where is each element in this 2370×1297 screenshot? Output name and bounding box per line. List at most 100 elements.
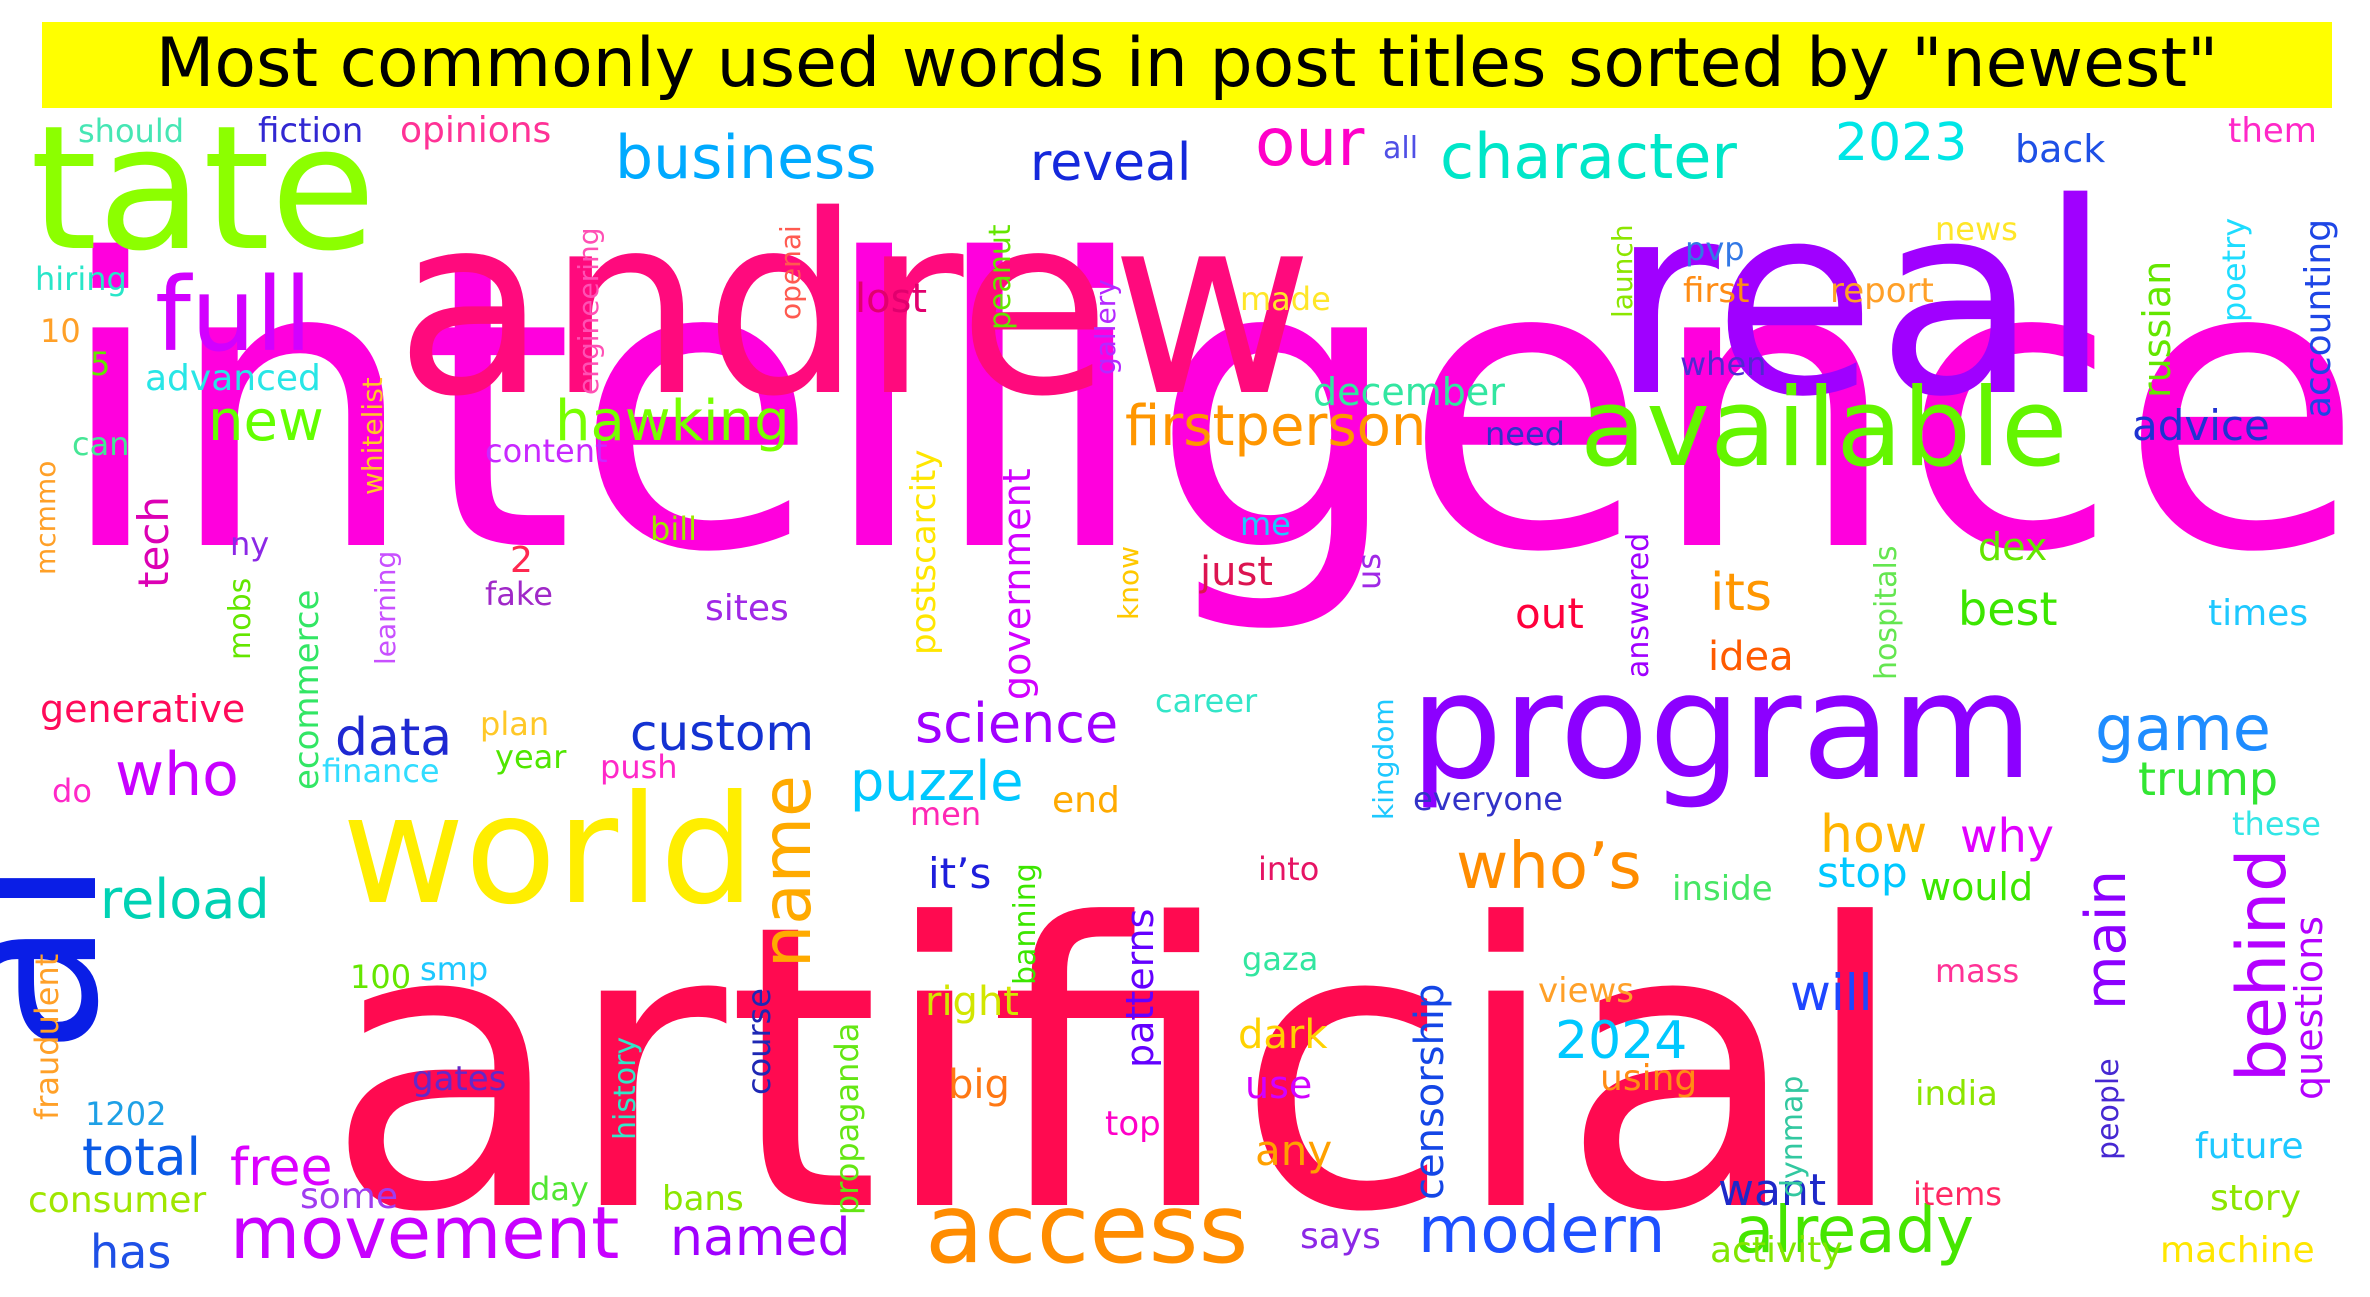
word-dark: dark	[1238, 1012, 1328, 1058]
word-advanced: advanced	[145, 358, 321, 399]
word-smp: smp	[420, 950, 488, 988]
word-will: will	[1790, 964, 1873, 1022]
word-made: made	[1240, 280, 1331, 318]
word-total: total	[82, 1128, 201, 1188]
word-it-s: it’s	[928, 849, 991, 898]
word-into: into	[1258, 850, 1319, 888]
word-end: end	[1052, 780, 1120, 821]
word-big: big	[948, 1062, 1010, 1108]
word-patterns: patterns	[1118, 909, 1162, 1068]
word-times: times	[2208, 593, 2308, 634]
word-these: these	[2232, 805, 2321, 843]
word-trump: trump	[2138, 752, 2278, 806]
word-career: career	[1155, 682, 1258, 720]
word-mass: mass	[1935, 952, 2019, 990]
word-out: out	[1515, 589, 1584, 638]
word-questions: questions	[2287, 916, 2331, 1100]
word-course: course	[740, 988, 778, 1095]
word-engineering: engineering	[572, 227, 605, 395]
word-science: science	[915, 692, 1118, 755]
word-access: access	[925, 1173, 1248, 1285]
word-news: news	[1935, 210, 2018, 248]
word-movement: movement	[230, 1191, 619, 1275]
word-generative: generative	[40, 687, 245, 731]
word-day: day	[530, 1170, 589, 1208]
word-why: why	[1960, 809, 2054, 863]
word-right: right	[925, 979, 1019, 1025]
word-who-s: who’s	[1456, 830, 1642, 904]
word-using: using	[1600, 1058, 1697, 1099]
word-just: just	[1199, 549, 1273, 595]
word-should: should	[78, 112, 184, 150]
word-peanut: peanut	[983, 224, 1018, 330]
word-custom: custom	[630, 704, 814, 762]
word-name: name	[748, 775, 827, 968]
word-whitelist: whitelist	[356, 377, 389, 495]
word-advice: advice	[2132, 401, 2270, 450]
word-all: all	[1383, 131, 1418, 166]
word-firstperson: firstperson	[1125, 394, 1426, 459]
word-future: future	[2195, 1126, 2304, 1167]
word-gallery: gallery	[1089, 279, 1122, 375]
word-learning: learning	[369, 551, 402, 665]
word-censorship: censorship	[1407, 984, 1453, 1200]
word-reveal: reveal	[1030, 133, 1191, 193]
word-tate: tate	[30, 88, 376, 289]
word-fiction: fiction	[258, 111, 363, 151]
word-know: know	[1112, 546, 1145, 620]
word-finance: finance	[322, 752, 440, 790]
words-layer: intelligence artificial andrew real ai tate wo…	[0, 88, 2364, 1297]
word-who: who	[115, 740, 239, 810]
word-free: free	[230, 1138, 333, 1198]
word-any: any	[1255, 1126, 1332, 1175]
word-do: do	[52, 772, 92, 810]
word-character: character	[1440, 120, 1737, 193]
word-fake: fake	[485, 575, 553, 613]
word-activity: activity	[1710, 1230, 1843, 1271]
word-program: program	[1410, 642, 2033, 812]
word-has: has	[90, 1225, 171, 1279]
word-real: real	[1610, 147, 2112, 455]
word-first: first	[1683, 271, 1749, 311]
word-gates: gates	[412, 1059, 506, 1099]
word-top: top	[1105, 1104, 1161, 1144]
word-its: its	[1710, 563, 1772, 623]
word-postscarcity: postscarcity	[904, 450, 944, 656]
word-people: people	[2091, 1058, 2126, 1160]
word-consumer: consumer	[28, 1180, 206, 1221]
word-world: world	[342, 764, 755, 938]
word-best: best	[1958, 582, 2058, 636]
word-bans: bans	[662, 1179, 744, 1219]
word-behind: behind	[2223, 849, 2302, 1082]
word-mcmmo: mcmmo	[29, 461, 62, 575]
word-them: them	[2228, 111, 2317, 151]
word-launch: launch	[1606, 224, 1639, 318]
word-gaza: gaza	[1242, 940, 1318, 978]
title-highlight	[42, 22, 2332, 108]
word-game: game	[2095, 692, 2271, 765]
word-items: items	[1913, 1175, 2002, 1213]
word-report: report	[1830, 271, 1934, 311]
word-2023: 2023	[1835, 113, 1967, 173]
word-plan: plan	[480, 705, 549, 743]
word-views: views	[1538, 971, 1634, 1011]
word-ecommerce: ecommerce	[287, 590, 327, 790]
word-when: when	[1680, 345, 1766, 383]
word-india: india	[1915, 1074, 1998, 1114]
word-government: government	[995, 468, 1039, 700]
word-100: 100	[350, 958, 411, 996]
word-hawking: hawking	[555, 389, 790, 454]
word-sites: sites	[705, 588, 789, 629]
word-would: would	[1920, 865, 2033, 909]
word-available: available	[1580, 366, 2067, 491]
word-kingdom: kingdom	[1367, 698, 1400, 820]
word-andrew: andrew	[395, 163, 1314, 451]
word-10: 10	[40, 312, 81, 350]
word-russian: russian	[2135, 261, 2179, 398]
word-already: already	[1735, 1194, 1974, 1268]
word-new: new	[208, 389, 324, 454]
word-ny: ny	[230, 525, 269, 563]
word-banning: banning	[1008, 863, 1043, 985]
word-hospitals: hospitals	[1869, 546, 1904, 681]
word-puzzle: puzzle	[850, 750, 1023, 813]
